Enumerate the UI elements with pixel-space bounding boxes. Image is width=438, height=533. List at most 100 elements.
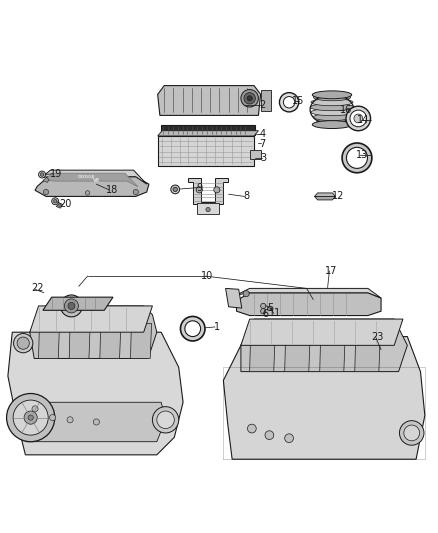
Text: 19: 19: [49, 168, 62, 179]
Circle shape: [85, 191, 90, 195]
Polygon shape: [43, 177, 49, 182]
Circle shape: [261, 303, 266, 309]
Text: 15: 15: [292, 96, 304, 106]
Circle shape: [60, 295, 82, 317]
Polygon shape: [35, 177, 149, 197]
Polygon shape: [241, 319, 407, 372]
Text: 2: 2: [260, 100, 266, 110]
Polygon shape: [197, 203, 219, 214]
Circle shape: [152, 407, 179, 433]
Circle shape: [244, 93, 255, 104]
Text: 1: 1: [214, 322, 220, 332]
Text: 10: 10: [201, 271, 213, 281]
Circle shape: [241, 90, 258, 107]
Circle shape: [24, 411, 37, 424]
Polygon shape: [250, 336, 275, 372]
Circle shape: [354, 114, 363, 123]
Circle shape: [350, 110, 367, 127]
Circle shape: [64, 299, 78, 313]
Text: 5: 5: [268, 303, 274, 313]
Text: 13: 13: [356, 150, 368, 160]
Ellipse shape: [312, 91, 352, 99]
Circle shape: [53, 199, 57, 203]
Circle shape: [247, 96, 252, 101]
Text: 9: 9: [197, 183, 203, 192]
Text: V8: V8: [93, 177, 100, 183]
Ellipse shape: [317, 119, 347, 126]
Polygon shape: [44, 173, 138, 187]
Polygon shape: [261, 90, 271, 111]
Circle shape: [13, 400, 48, 435]
Polygon shape: [237, 288, 381, 298]
Polygon shape: [250, 150, 261, 159]
Polygon shape: [21, 402, 166, 442]
Circle shape: [49, 415, 56, 421]
Circle shape: [261, 309, 266, 314]
Ellipse shape: [314, 94, 350, 101]
Circle shape: [247, 424, 256, 433]
Text: 11: 11: [269, 309, 282, 318]
Circle shape: [206, 207, 210, 212]
Circle shape: [32, 406, 38, 412]
Polygon shape: [39, 324, 60, 359]
Polygon shape: [30, 306, 157, 359]
Polygon shape: [241, 319, 403, 345]
Circle shape: [43, 189, 49, 195]
Circle shape: [40, 173, 44, 176]
Circle shape: [285, 434, 293, 442]
Ellipse shape: [314, 114, 350, 120]
Circle shape: [404, 425, 420, 441]
Circle shape: [196, 187, 202, 193]
Circle shape: [265, 431, 274, 440]
Polygon shape: [56, 203, 62, 208]
Circle shape: [267, 306, 272, 311]
Circle shape: [17, 337, 29, 349]
Circle shape: [133, 189, 138, 195]
Text: 20: 20: [60, 199, 72, 209]
Polygon shape: [8, 332, 183, 455]
Circle shape: [157, 411, 174, 429]
Text: 23: 23: [371, 333, 384, 343]
Polygon shape: [43, 297, 113, 310]
Polygon shape: [314, 197, 336, 200]
Polygon shape: [161, 125, 255, 135]
Text: 16: 16: [340, 104, 352, 115]
Polygon shape: [285, 336, 310, 372]
Circle shape: [180, 317, 205, 341]
Polygon shape: [223, 336, 425, 459]
Polygon shape: [226, 288, 242, 308]
Circle shape: [185, 321, 201, 336]
Circle shape: [243, 290, 249, 297]
Circle shape: [279, 93, 299, 112]
Text: 22: 22: [31, 284, 43, 293]
Text: 8: 8: [243, 191, 249, 201]
Polygon shape: [320, 336, 345, 372]
Text: 7: 7: [260, 139, 266, 149]
Circle shape: [173, 187, 177, 191]
Ellipse shape: [312, 120, 352, 128]
Polygon shape: [158, 86, 261, 115]
Polygon shape: [131, 324, 152, 359]
Polygon shape: [42, 170, 147, 184]
Circle shape: [7, 393, 55, 442]
Polygon shape: [30, 306, 152, 332]
Circle shape: [52, 198, 59, 205]
Circle shape: [39, 171, 46, 178]
Polygon shape: [237, 293, 381, 316]
Polygon shape: [314, 193, 336, 197]
Circle shape: [346, 147, 367, 168]
Ellipse shape: [311, 99, 353, 106]
Polygon shape: [158, 131, 258, 136]
Circle shape: [67, 417, 73, 423]
Polygon shape: [158, 136, 254, 166]
Ellipse shape: [311, 109, 353, 116]
Circle shape: [214, 187, 220, 193]
Text: 18: 18: [106, 185, 118, 195]
Polygon shape: [69, 324, 90, 359]
Circle shape: [14, 334, 33, 353]
Text: 17: 17: [325, 266, 338, 276]
Text: DODGE: DODGE: [78, 175, 95, 179]
Polygon shape: [355, 336, 380, 372]
Ellipse shape: [310, 104, 354, 111]
Text: 14: 14: [357, 115, 369, 125]
